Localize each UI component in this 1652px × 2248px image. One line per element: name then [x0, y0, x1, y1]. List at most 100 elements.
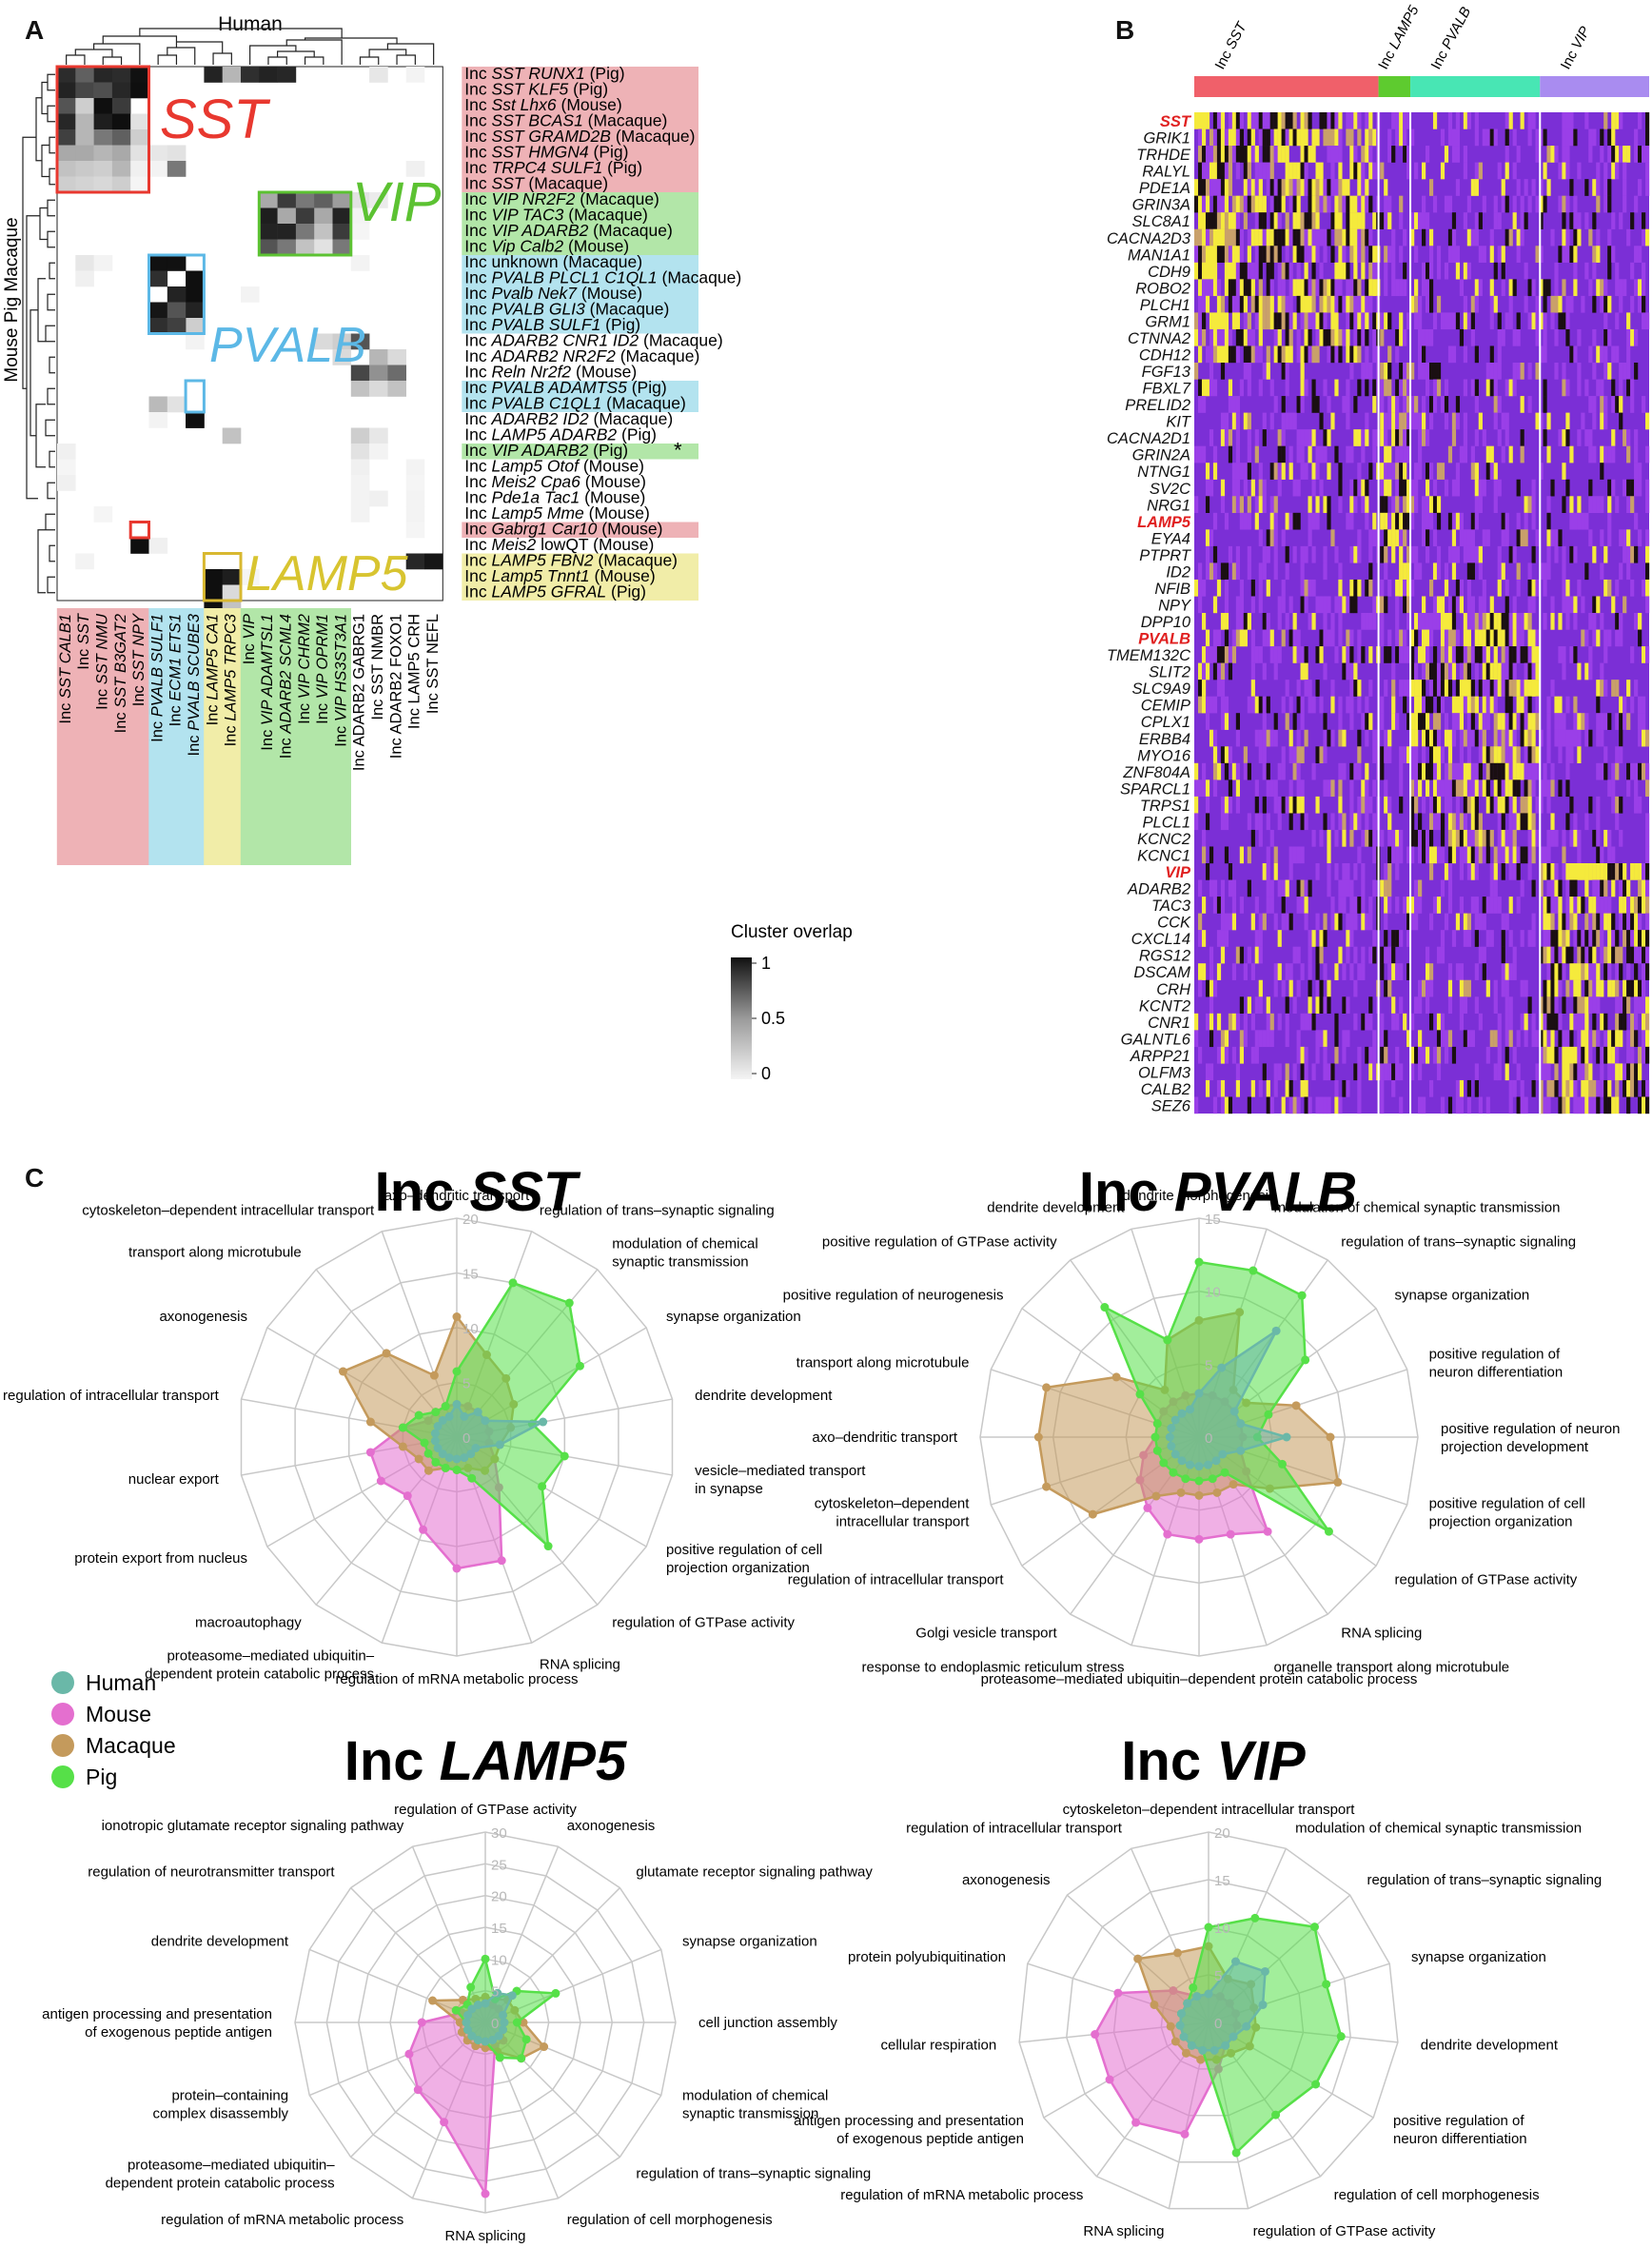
expression-cell	[1414, 412, 1419, 430]
expression-cell	[1403, 146, 1407, 163]
expression-cell	[1224, 212, 1229, 229]
expression-cell	[1596, 963, 1601, 980]
expression-cell	[1501, 246, 1505, 263]
expression-cell	[1399, 1063, 1404, 1081]
expression-cell	[1281, 195, 1286, 213]
radar-point	[1179, 2032, 1189, 2041]
expression-cell	[1603, 312, 1608, 330]
expression-cell	[1455, 396, 1461, 413]
expression-cell	[1292, 796, 1297, 814]
expression-cell	[1569, 128, 1574, 147]
expression-cell	[1466, 312, 1471, 330]
expression-cell	[1527, 112, 1532, 129]
expression-cell	[1353, 246, 1358, 263]
expression-cell	[1403, 646, 1407, 663]
radar-point	[420, 1438, 429, 1448]
expression-cell	[1304, 345, 1308, 364]
expression-cell	[1205, 279, 1210, 297]
expression-cell	[1300, 596, 1305, 614]
expression-cell	[1220, 112, 1226, 129]
expression-cell	[1308, 195, 1312, 213]
expression-cell	[1444, 312, 1449, 330]
expression-cell	[1634, 897, 1639, 914]
expression-cell	[1315, 195, 1320, 213]
heatmap-cell	[75, 113, 94, 130]
expression-cell	[1391, 680, 1396, 697]
expression-cell	[1463, 295, 1467, 313]
expression-cell	[1422, 729, 1426, 747]
expression-cell	[1615, 680, 1620, 697]
heatmap-cell	[241, 569, 260, 585]
expression-cell	[1296, 897, 1301, 914]
expression-cell	[1304, 913, 1308, 931]
gene-label: GRIN3A	[1132, 197, 1190, 214]
expression-cell	[1292, 228, 1297, 246]
expression-cell	[1459, 746, 1465, 763]
expression-cell	[1353, 946, 1358, 964]
expression-cell	[1501, 946, 1505, 964]
radar-point	[543, 1542, 553, 1551]
expression-cell	[1201, 762, 1207, 780]
expression-cell	[1455, 963, 1461, 980]
expression-cell	[1209, 179, 1214, 196]
expression-cell	[1250, 479, 1255, 497]
expression-cell	[1444, 562, 1449, 581]
expression-cell	[1512, 680, 1517, 697]
expression-cell	[1619, 379, 1623, 397]
expression-cell	[1611, 930, 1616, 947]
expression-cell	[1478, 479, 1483, 497]
expression-cell	[1596, 879, 1601, 897]
expression-cell	[1304, 228, 1308, 246]
expression-cell	[1463, 529, 1467, 547]
expression-cell	[1235, 1013, 1240, 1031]
expression-cell	[1269, 879, 1274, 897]
heatmap-cell	[130, 145, 149, 162]
expression-cell	[1645, 529, 1650, 547]
expression-cell	[1330, 629, 1335, 647]
expression-cell	[1247, 696, 1251, 714]
gene-label: ERBB4	[1139, 731, 1190, 748]
expression-cell	[1493, 128, 1498, 147]
expression-cell	[1231, 295, 1237, 313]
expression-cell	[1577, 713, 1582, 730]
expression-cell	[1319, 295, 1324, 313]
expression-cell	[1250, 146, 1255, 163]
expression-cell	[1205, 562, 1210, 581]
heatmap-cell	[259, 224, 278, 240]
expression-cell	[1459, 897, 1465, 914]
expression-cell	[1391, 246, 1396, 263]
expression-cell	[1569, 863, 1574, 880]
expression-cell	[1611, 345, 1616, 364]
expression-cell	[1258, 479, 1263, 497]
expression-cell	[1308, 328, 1312, 346]
expression-cell	[1482, 613, 1486, 630]
expression-cell	[1368, 162, 1373, 180]
expression-cell	[1466, 596, 1471, 614]
expression-cell	[1531, 512, 1536, 530]
expression-cell	[1466, 228, 1471, 246]
expression-cell	[1403, 128, 1407, 147]
expression-cell	[1642, 930, 1646, 947]
expression-cell	[1243, 212, 1248, 229]
expression-cell	[1581, 596, 1585, 614]
expression-cell	[1440, 779, 1446, 798]
heatmap-cell	[295, 224, 315, 240]
expression-cell	[1588, 128, 1593, 147]
expression-cell	[1493, 846, 1498, 864]
expression-cell	[1546, 1079, 1551, 1097]
expression-cell	[1194, 262, 1199, 280]
expression-cell	[1493, 996, 1498, 1014]
expression-cell	[1550, 680, 1555, 697]
expression-cell	[1501, 913, 1505, 931]
expression-cell	[1531, 829, 1536, 847]
expression-cell	[1239, 846, 1244, 864]
expression-cell	[1235, 629, 1240, 647]
expression-cell	[1425, 363, 1430, 380]
expression-cell	[1451, 429, 1457, 446]
expression-cell	[1455, 262, 1461, 280]
expression-cell	[1239, 1030, 1244, 1048]
expression-cell	[1235, 195, 1240, 213]
expression-cell	[1300, 879, 1305, 897]
expression-cell	[1592, 963, 1597, 980]
expression-cell	[1531, 813, 1536, 831]
